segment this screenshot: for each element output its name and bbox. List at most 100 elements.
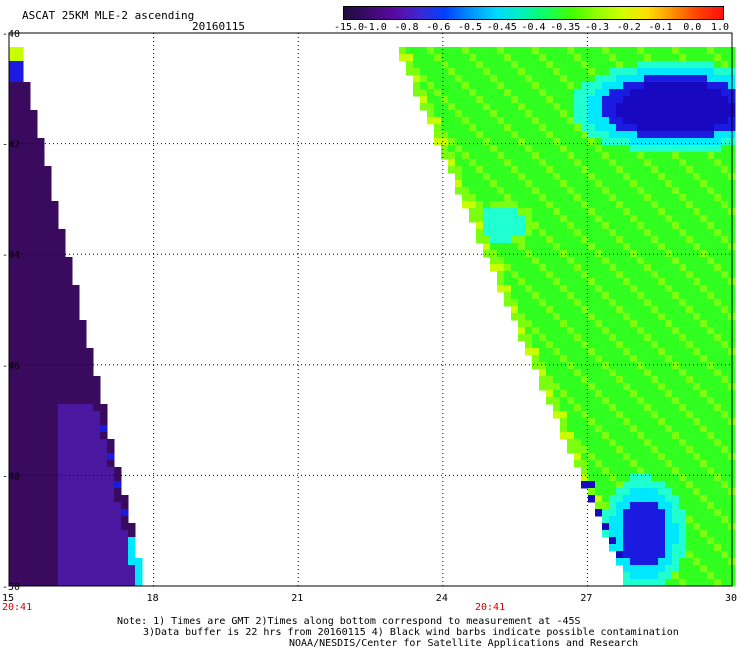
swath-cell [65,481,73,489]
swath-cell [616,96,624,104]
swath-cell [560,383,568,391]
swath-cell [9,138,17,146]
swath-cell [121,565,129,573]
swath-cell [679,551,687,559]
swath-cell [693,523,701,531]
swath-cell [574,355,582,363]
swath-cell [448,75,456,83]
swath-cell [504,201,512,209]
swath-cell [679,82,687,90]
swath-cell [497,117,505,125]
swath-cell [37,313,45,321]
swath-cell [714,173,722,181]
swath-cell [714,502,722,510]
swath-cell [23,124,31,132]
swath-cell [714,89,722,97]
swath-cell [707,572,715,580]
swath-cell [686,320,694,328]
swath-cell [30,285,38,293]
swath-cell [9,411,17,419]
swath-cell [553,47,561,55]
swath-cell [693,320,701,328]
swath-cell [37,565,45,573]
swath-cell [44,341,52,349]
swath-cell [581,432,589,440]
swath-cell [58,348,66,356]
swath-cell [686,152,694,160]
swath-cell [476,96,484,104]
swath-cell [574,306,582,314]
swath-cell [30,411,38,419]
swath-cell [700,320,708,328]
swath-cell [490,173,498,181]
swath-cell [658,75,666,83]
swath-cell [644,96,652,104]
swath-cell [602,285,610,293]
swath-cell [630,187,638,195]
swath-cell [560,47,568,55]
swath-cell [630,61,638,69]
swath-cell [72,439,80,447]
swath-cell [665,502,673,510]
swath-cell [637,425,645,433]
swath-cell [51,439,59,447]
swath-cell [637,61,645,69]
swath-cell [44,313,52,321]
swath-cell [65,390,73,398]
swath-cell [574,257,582,265]
swath-cell [672,467,680,475]
swath-cell [630,425,638,433]
swath-cell [546,152,554,160]
swath-cell [679,96,687,104]
swath-cell [700,299,708,307]
swath-cell [448,68,456,76]
swath-cell [637,411,645,419]
swath-cell [504,285,512,293]
swath-cell [448,152,456,160]
swath-cell [651,194,659,202]
swath-cell [455,138,463,146]
swath-cell [581,446,589,454]
swath-cell [23,236,31,244]
swath-cell [665,61,673,69]
swath-cell [693,229,701,237]
swath-cell [721,579,729,587]
swath-cell [567,257,575,265]
swath-cell [637,82,645,90]
swath-cell [9,117,17,125]
swath-cell [700,327,708,335]
swath-cell [532,348,540,356]
swath-cell [23,432,31,440]
swath-cell [644,418,652,426]
swath-cell [93,418,101,426]
swath-cell [79,411,87,419]
swath-cell [560,411,568,419]
swath-cell [707,131,715,139]
swath-cell [574,439,582,447]
swath-cell [16,299,24,307]
swath-cell [30,495,38,503]
swath-cell [37,558,45,566]
swath-cell [616,152,624,160]
swath-cell [51,558,59,566]
swath-cell [609,145,617,153]
swath-cell [623,222,631,230]
swath-cell [630,131,638,139]
swath-cell [658,369,666,377]
swath-cell [721,103,729,111]
swath-cell [114,579,122,587]
swath-cell [651,362,659,370]
swath-cell [623,229,631,237]
swath-cell [525,278,533,286]
swath-cell [623,418,631,426]
swath-cell [700,411,708,419]
swath-cell [100,425,108,433]
swath-cell [679,47,687,55]
swath-cell [658,579,666,587]
swath-cell [630,579,638,587]
swath-cell [30,369,38,377]
swath-cell [707,390,715,398]
swath-cell [700,180,708,188]
swath-cell [560,117,568,125]
swath-cell [700,236,708,244]
